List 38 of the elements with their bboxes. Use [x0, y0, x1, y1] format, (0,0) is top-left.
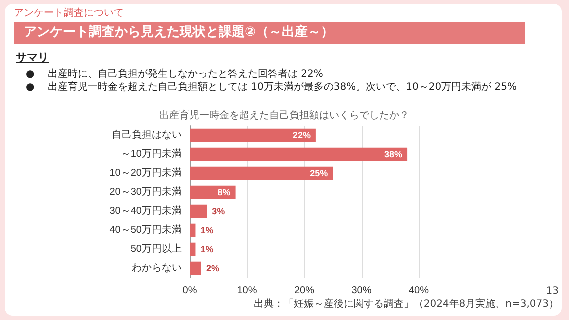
y-tick-label: わからない [132, 263, 182, 274]
text: サマリ [16, 50, 49, 65]
text: ● [26, 81, 35, 94]
x-tick-label: 30% [352, 286, 372, 296]
text: 出産育児一時金を超えた自己負担額としては 10万未満が最多の38%。次いで、10～20万円未満が 25% [48, 82, 517, 93]
y-tick-label: ～10万円未満 [120, 148, 182, 160]
data-label: 1% [200, 226, 214, 236]
y-tick-label: 30～40万円未満 [110, 205, 182, 217]
data-label: 1% [200, 244, 214, 254]
data-label: 22% [292, 130, 311, 140]
text: 13 [546, 286, 559, 297]
bar [190, 204, 208, 218]
x-tick-label: 20% [294, 286, 315, 296]
chart-title: アンケート調査から見えた現状と課題②（～出産～） [14, 22, 525, 44]
data-label: 38% [384, 150, 403, 160]
chart-subtitle: 出産育児一時金を超えた自己負担額はいくらでしたか？ [160, 110, 410, 122]
source-note: 出典：「妊娠～産後に関する調査」（2024年8月実施、n=3,073） [254, 298, 559, 311]
bar [190, 262, 202, 276]
y-tick-label: 20～30万円未満 [110, 186, 182, 198]
x-tick-label: 40% [408, 286, 430, 296]
text: ● [26, 69, 35, 80]
bar [190, 242, 196, 256]
data-label: 3% [212, 206, 226, 216]
y-tick-label: 40～50万円未満 [110, 224, 182, 236]
text: アンケート調査について [14, 6, 124, 20]
y-tick-label: 50万円以上 [130, 243, 182, 255]
bar [190, 128, 316, 142]
x-tick-label: 0% [182, 286, 198, 296]
y-tick-label: 自己負担はない [112, 129, 182, 141]
y-tick-label: 10～20万円未満 [110, 167, 182, 179]
bar [190, 224, 196, 238]
data-label: 2% [206, 264, 220, 274]
bar [190, 166, 334, 180]
text: 出産時に、自己負担が発生しなかったと答えた回答者は 22% [48, 69, 324, 80]
x-tick-label: 10% [237, 286, 258, 296]
data-label: 8% [218, 188, 231, 198]
data-label: 25% [310, 168, 328, 178]
bar [190, 148, 408, 162]
